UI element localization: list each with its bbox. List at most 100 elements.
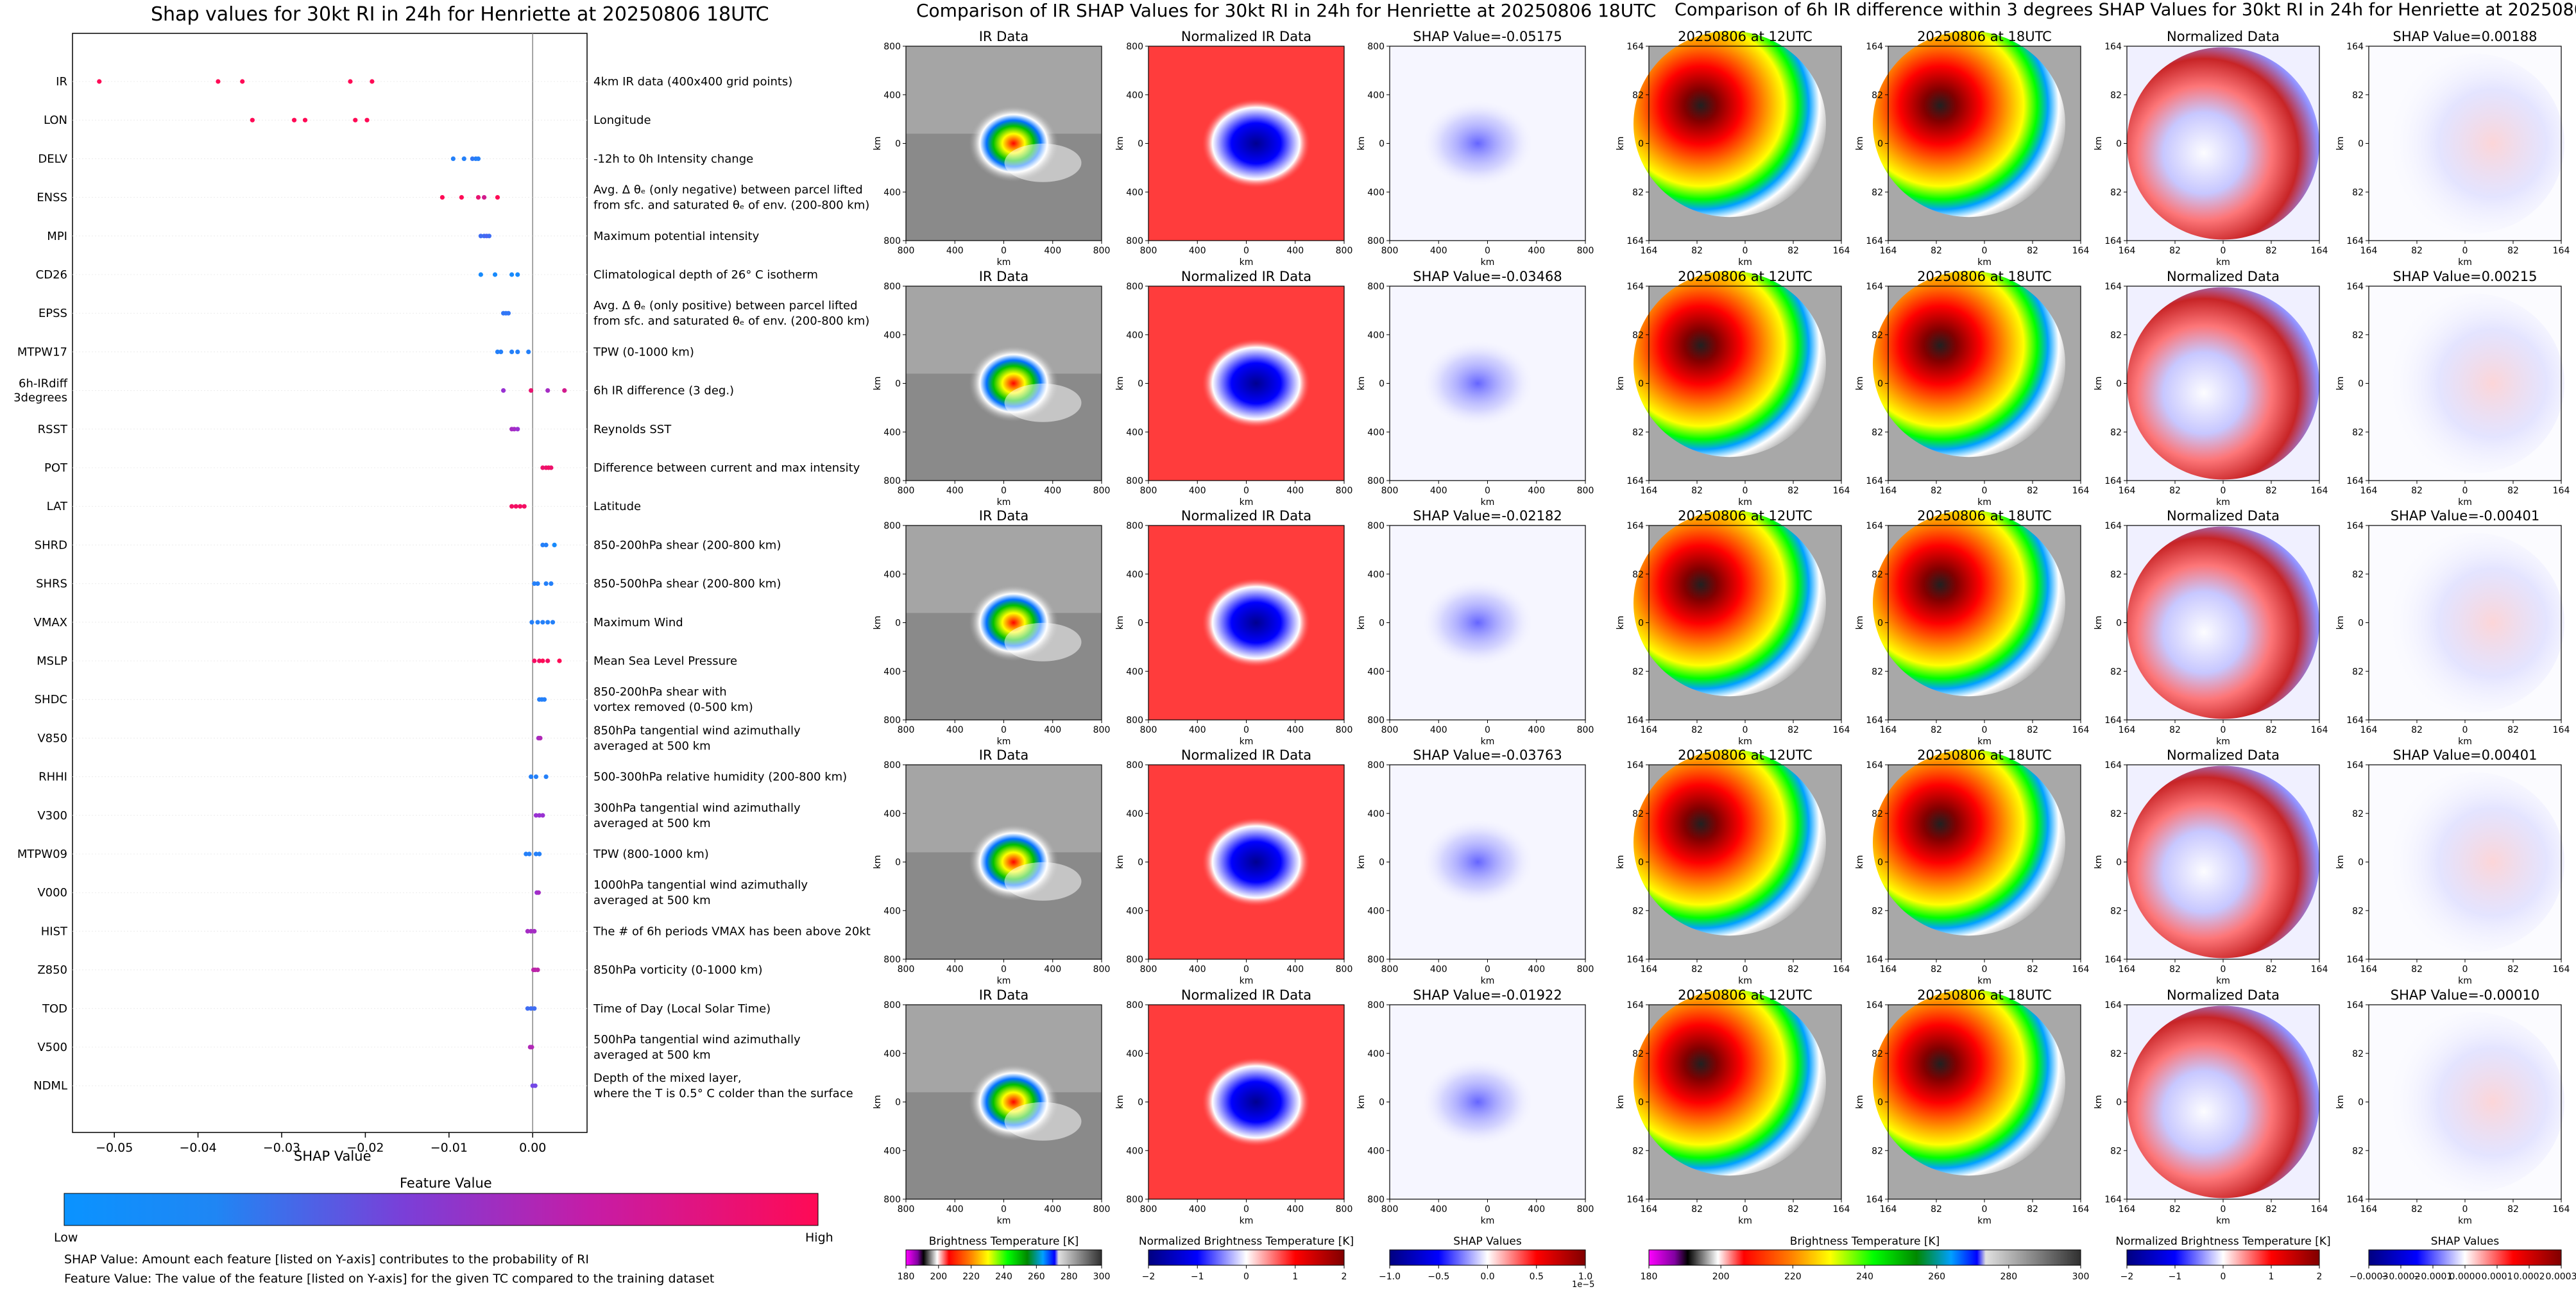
shap-point	[532, 928, 537, 934]
panel-x-tick-label: 800	[1336, 1204, 1353, 1215]
panel-y-tick-label: 800	[1126, 521, 1143, 531]
feature-name-label: NDML	[33, 1079, 67, 1093]
panel-y-axis-label: km	[2335, 137, 2346, 151]
feature-description-label: Avg. Δ θₑ (only positive) between parcel…	[593, 299, 858, 312]
ir-normalized-colorbar-tick-label: 2	[1342, 1272, 1347, 1282]
feature-name-label: DELV	[38, 152, 67, 166]
panel-y-tick-label: 164	[1866, 521, 1883, 531]
shap-point	[533, 1083, 538, 1088]
shap-point	[348, 79, 353, 84]
ir-shap-colorbar-exponent: 1e−5	[1572, 1280, 1594, 1289]
panel-y-tick-label: 82	[2110, 667, 2122, 677]
panel-x-axis-label: km	[997, 257, 1011, 268]
shap-point	[549, 581, 554, 586]
panel-x-tick-label: 400	[946, 725, 964, 735]
panel-x-tick-label: 82	[2169, 1204, 2181, 1215]
panel-y-tick-label: 164	[2104, 760, 2122, 771]
ir-shap-panel-title: SHAP Value=-0.03763	[1413, 747, 1562, 763]
panel-y-tick-label: 0	[895, 858, 901, 868]
feature-name-label: VMAX	[34, 616, 68, 629]
panel-x-tick-label: 82	[2027, 725, 2038, 735]
panel-y-tick-label: 400	[883, 90, 901, 101]
normalized-diff-pattern	[2127, 47, 2319, 240]
panel-x-tick-label: 82	[2507, 725, 2519, 735]
shap-point	[535, 581, 540, 586]
panel-x-tick-label: 82	[2507, 246, 2519, 256]
panel-x-tick-label: 800	[1381, 1204, 1399, 1215]
panel-y-tick-label: 82	[1632, 187, 1644, 198]
feature-description-label: averaged at 500 km	[593, 1048, 711, 1062]
diff-shap-colorbar-tick-label: 0.0003	[2546, 1272, 2576, 1282]
panel-x-tick-label: 400	[1528, 486, 1545, 496]
x-tick-label: −0.04	[179, 1141, 216, 1155]
panel-y-tick-label: 400	[883, 906, 901, 916]
shap-point	[492, 272, 498, 277]
shap-point	[522, 504, 527, 509]
shap-point	[542, 697, 547, 702]
panel-y-axis-label: km	[1616, 855, 1626, 869]
panel-y-tick-label: 800	[1367, 282, 1385, 292]
panel-x-tick-label: 400	[1044, 964, 1061, 975]
panel-y-axis-label: km	[1115, 1095, 1125, 1109]
panel-x-axis-label: km	[1977, 737, 1992, 747]
panel-x-tick-label: 800	[1093, 246, 1111, 256]
ir-shap-colorbar-tick-label: 0.0	[1480, 1272, 1494, 1282]
shap-point	[525, 928, 531, 934]
diff-shap-pattern	[2385, 53, 2564, 234]
shap-point	[515, 427, 520, 432]
panel-x-tick-label: 800	[1093, 964, 1111, 975]
panel-y-axis-label: km	[2094, 616, 2104, 630]
shap-xaxis-label: SHAP Value	[294, 1148, 371, 1164]
panel-y-axis-label: km	[873, 855, 883, 869]
panel-x-tick-label: 164	[2311, 964, 2328, 975]
feature-description-label: 4km IR data (400x400 grid points)	[593, 75, 792, 89]
panel-y-tick-label: 400	[883, 809, 901, 819]
ir-data-panel-title: IR Data	[979, 747, 1029, 763]
shap-point	[482, 195, 487, 200]
panel-y-tick-label: 800	[1126, 236, 1143, 246]
ir-brightness-colorbar-tick-label: 200	[930, 1272, 947, 1282]
panel-x-tick-label: 400	[1528, 1204, 1545, 1215]
diff-brightness-colorbar-label: Brightness Temperature [K]	[1790, 1235, 1940, 1248]
panel-x-tick-label: 800	[1093, 1204, 1111, 1215]
panel-y-tick-label: 164	[2346, 282, 2364, 292]
feature-name-label: LAT	[47, 500, 68, 513]
normalized-ir-panel-title: Normalized IR Data	[1181, 269, 1311, 284]
feature-description-label: averaged at 500 km	[593, 739, 711, 753]
shap-point	[302, 117, 308, 123]
panel-x-axis-label: km	[2458, 976, 2472, 986]
panel-y-tick-label: 164	[2346, 955, 2364, 965]
colorbars: Brightness Temperature [K]180 200 220 240 26…	[64, 1193, 2576, 1289]
ir-shap-blob	[1420, 338, 1536, 429]
panel-y-axis-label: km	[1855, 377, 1865, 391]
ir-normalized-colorbar-tick-label: 0	[1243, 1272, 1249, 1282]
panel-x-tick-label: 0	[2221, 964, 2226, 975]
panel-x-tick-label: 400	[1044, 725, 1061, 735]
shap-point	[499, 349, 504, 355]
panel-y-tick-label: 164	[2104, 521, 2122, 531]
panel-y-tick-label: 164	[2104, 282, 2122, 292]
panel-y-axis-label: km	[1115, 377, 1125, 391]
panel-y-tick-label: 800	[883, 236, 901, 246]
panel-x-tick-label: 82	[1787, 964, 1799, 975]
panel-y-tick-label: 400	[1126, 667, 1143, 677]
ir-normalized-colorbar-tick-label: 1	[1292, 1272, 1298, 1282]
panel-x-tick-label: 0	[1001, 486, 1007, 496]
panel-x-tick-label: 164	[2072, 246, 2090, 256]
panel-y-tick-label: 0	[895, 619, 901, 629]
diff-panel-title: 20250806 at 12UTC	[1678, 29, 1813, 44]
panel-x-axis-label: km	[1738, 737, 1752, 747]
panel-x-tick-label: 0	[1243, 964, 1249, 975]
feature-description-label: Reynolds SST	[593, 423, 672, 436]
shap-point	[543, 774, 549, 780]
panel-x-tick-label: 164	[2311, 725, 2328, 735]
feature-description-label: Maximum potential intensity	[593, 230, 760, 243]
panel-x-tick-label: 164	[2072, 486, 2090, 496]
panel-y-axis-label: km	[873, 137, 883, 151]
panel-y-tick-label: 164	[2104, 715, 2122, 726]
panel-y-tick-label: 0	[1379, 139, 1385, 149]
panel-y-tick-label: 400	[883, 667, 901, 677]
panel-y-axis-label: km	[1356, 137, 1367, 151]
